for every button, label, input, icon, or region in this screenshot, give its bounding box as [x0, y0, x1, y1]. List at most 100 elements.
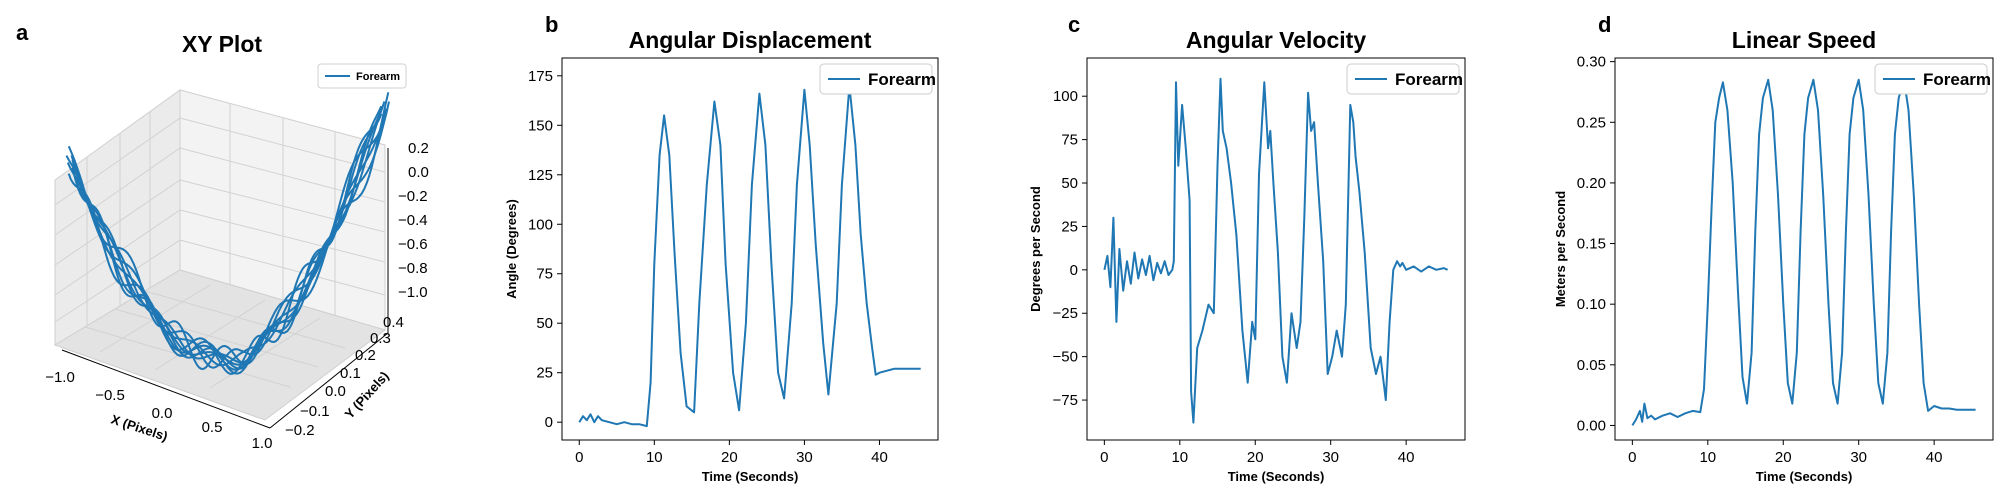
x-tick-label: 40 — [1926, 449, 1943, 466]
x-tick-label: 0.0 — [152, 405, 173, 422]
y-tick-label: 0 — [545, 414, 553, 431]
y-axis-label-b: Angle (Degrees) — [504, 199, 519, 299]
legend-label-c: Forearm — [1395, 70, 1463, 89]
y-tick-label: 0 — [1070, 262, 1078, 279]
y-tick-label: 0.05 — [1577, 357, 1606, 374]
legend-label-d: Forearm — [1923, 70, 1991, 89]
chart-title-b: Angular Displacement — [629, 27, 872, 53]
y-tick-label: 0.20 — [1577, 175, 1606, 192]
grid-3d — [54, 103, 386, 389]
y-tick-label: 25 — [1061, 218, 1078, 235]
series-forearm-a — [65, 92, 390, 375]
y-tick-label: 0.15 — [1577, 236, 1606, 253]
y-tick-label: 75 — [1061, 132, 1078, 149]
x-tick-label: 20 — [1775, 449, 1792, 466]
x-tick-label: 40 — [1398, 449, 1415, 466]
x-axis-label-c: Time (Seconds) — [1228, 469, 1325, 484]
x-axis-label-b: Time (Seconds) — [702, 469, 799, 484]
legend-a: Forearm — [317, 63, 407, 89]
plot-frame-c — [1086, 57, 1466, 441]
z-tick-label: −0.8 — [398, 260, 428, 277]
x-tick-label: 0 — [575, 449, 583, 466]
y-tick-label: 75 — [536, 266, 553, 283]
y-tick-label: −25 — [1053, 305, 1078, 322]
y-tick-label: 150 — [528, 117, 553, 134]
x-tick-label: 0.5 — [202, 419, 223, 436]
z-tick-label: −0.4 — [398, 212, 428, 229]
series-line-c — [1103, 77, 1449, 424]
y-tick-label: 0.10 — [1577, 296, 1606, 313]
y-axis-label-c: Degrees per Second — [1028, 186, 1043, 312]
chart-title-d: Linear Speed — [1732, 27, 1876, 53]
x-tick-label: 30 — [1322, 449, 1339, 466]
y-tick-label: 0.2 — [355, 347, 376, 364]
y-tick-label: 50 — [536, 315, 553, 332]
trajectory-loop — [70, 101, 386, 364]
panel-a-xy-plot: a XY Plot — [16, 20, 429, 452]
y-tick-label: −50 — [1053, 349, 1078, 366]
y-tick-label: 50 — [1061, 175, 1078, 192]
y-ticks-a: −0.2 −0.1 0.0 0.1 0.2 0.3 0.4 — [285, 314, 404, 439]
y-tick-label: 0.0 — [325, 383, 346, 400]
y-tick-label: 0.3 — [370, 330, 391, 347]
y-tick-label: 0.30 — [1577, 54, 1606, 71]
z-tick-label: −1.0 — [398, 284, 428, 301]
z-tick-label: 0.0 — [408, 164, 429, 181]
x-axis-label-d: Time (Seconds) — [1756, 469, 1853, 484]
legend-box-b — [819, 63, 933, 95]
x-tick-label: 0 — [1628, 449, 1636, 466]
x-tick-label: 40 — [871, 449, 888, 466]
legend-box — [317, 63, 407, 89]
y-tick-label: 0.1 — [340, 365, 361, 382]
x-tick-label: 10 — [1171, 449, 1188, 466]
x-tick-label: 20 — [1247, 449, 1264, 466]
y-tick-label: 25 — [536, 365, 553, 382]
chart-title-c: Angular Velocity — [1186, 27, 1366, 53]
x-tick-label: 10 — [1699, 449, 1716, 466]
trajectory-loop — [67, 92, 390, 370]
plot-frame-d — [1614, 57, 1994, 441]
y-tick-label: 100 — [528, 216, 553, 233]
y-tick-label: 0.25 — [1577, 114, 1606, 131]
x-tick-label: 30 — [1850, 449, 1867, 466]
series-line-b — [578, 84, 921, 428]
y-tick-label: 175 — [528, 68, 553, 85]
y-tick-label: −0.2 — [285, 422, 315, 439]
plot-frame-b — [561, 57, 939, 441]
trajectory-loop — [73, 105, 383, 370]
y-tick-label: −75 — [1053, 392, 1078, 409]
y-tick-label: 0.00 — [1577, 417, 1606, 434]
y-axis-line-a — [269, 332, 389, 429]
legend-box-d — [1874, 63, 1988, 95]
z-tick-label: −0.2 — [398, 188, 428, 205]
panel-letter-b: b — [545, 12, 558, 37]
y-tick-label: 125 — [528, 167, 553, 184]
chart-title-a: XY Plot — [182, 31, 262, 57]
panel-d-linear-speed: d Linear Speed 0 10 20 30 40 Time (Seconds) 0.00… — [1553, 12, 1994, 484]
x-tick-label: 20 — [721, 449, 738, 466]
x-ticks-a: −1.0 −0.5 0.0 0.5 1.0 — [45, 369, 272, 452]
x-tick-label: 1.0 — [252, 435, 273, 452]
trajectory-loop — [72, 116, 381, 375]
z-tick-label: 0.2 — [408, 140, 429, 157]
x-tick-label: 0 — [1100, 449, 1108, 466]
legend-box-c — [1346, 63, 1460, 95]
y-tick-label: −0.1 — [300, 403, 330, 420]
x-axis-line-a — [61, 349, 271, 429]
panel-c-angular-velocity: c Angular Velocity 0 10 20 30 40 Time (Seconds)… — [1028, 12, 1466, 484]
series-line-d — [1631, 78, 1976, 426]
x-tick-label: −1.0 — [45, 369, 75, 386]
panel-letter-c: c — [1068, 12, 1080, 37]
x-tick-label: 30 — [796, 449, 813, 466]
legend-label: Forearm — [356, 71, 400, 83]
y-axis-label-d: Meters per Second — [1553, 191, 1568, 307]
panel-letter-d: d — [1598, 12, 1611, 37]
x-tick-label: 10 — [646, 449, 663, 466]
z-ticks-a: 0.2 0.0 −0.2 −0.4 −0.6 −0.8 −1.0 — [398, 140, 429, 301]
x-tick-label: −0.5 — [95, 387, 125, 404]
z-tick-label: −0.6 — [398, 236, 428, 253]
panel-letter-a: a — [16, 20, 29, 45]
legend-label-b: Forearm — [868, 70, 936, 89]
y-tick-label: 100 — [1053, 88, 1078, 105]
